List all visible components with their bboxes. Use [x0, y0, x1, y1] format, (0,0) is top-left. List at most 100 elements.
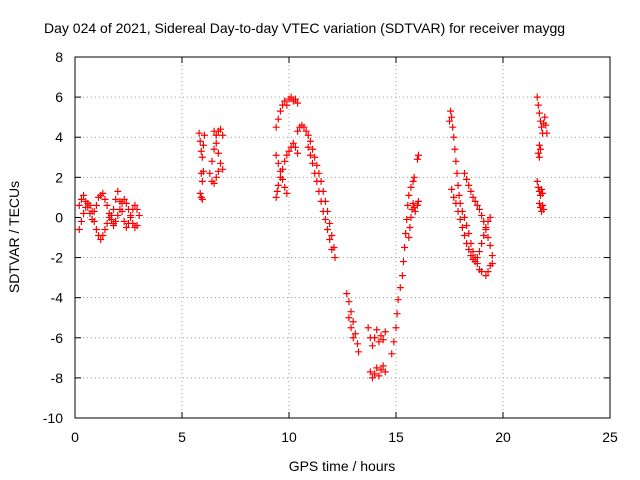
- data-point-plus-marker: [452, 157, 460, 165]
- data-point-plus-marker: [281, 183, 289, 191]
- data-point-plus-marker: [478, 240, 486, 248]
- data-point-plus-marker: [452, 199, 460, 207]
- data-point-plus-marker: [407, 183, 415, 191]
- data-point-plus-marker: [467, 252, 475, 260]
- data-point-plus-marker: [272, 193, 280, 201]
- data-point-plus-marker: [272, 123, 280, 131]
- data-point-plus-marker: [112, 195, 120, 203]
- data-point-plus-marker: [324, 225, 332, 233]
- data-point-plus-marker: [375, 372, 383, 380]
- data-point-plus-marker: [401, 244, 409, 252]
- data-point-plus-marker: [404, 201, 412, 209]
- data-point-plus-marker: [198, 153, 206, 161]
- data-point-plus-marker: [306, 137, 314, 145]
- data-point-plus-marker: [364, 324, 372, 332]
- data-point-plus-marker: [107, 211, 115, 219]
- data-point-plus-marker: [212, 139, 220, 147]
- data-points: [75, 93, 551, 382]
- data-point-plus-marker: [281, 97, 289, 105]
- data-point-plus-marker: [480, 231, 488, 239]
- data-point-plus-marker: [345, 298, 353, 306]
- data-point-plus-marker: [403, 215, 411, 223]
- data-point-plus-marker: [375, 338, 383, 346]
- axis-ticks: 0 5 10 15 20 25 -10 -8 -6 -4 -2 0 2 4 6 8: [43, 49, 618, 445]
- data-point-plus-marker: [409, 177, 417, 185]
- data-point-plus-marker: [535, 141, 543, 149]
- data-point-plus-marker: [313, 177, 321, 185]
- x-tick-label: 5: [178, 429, 186, 445]
- data-point-plus-marker: [306, 151, 314, 159]
- data-point-plus-marker: [133, 221, 141, 229]
- y-tick-label: -4: [51, 290, 64, 306]
- data-point-plus-marker: [447, 107, 455, 115]
- data-point-plus-marker: [475, 205, 483, 213]
- data-point-plus-marker: [409, 199, 417, 207]
- data-point-plus-marker: [377, 332, 385, 340]
- data-point-plus-marker: [285, 147, 293, 155]
- data-point-plus-marker: [197, 147, 205, 155]
- data-point-plus-marker: [406, 223, 414, 231]
- data-point-plus-marker: [304, 131, 312, 139]
- data-point-plus-marker: [97, 236, 105, 244]
- data-point-plus-marker: [484, 268, 492, 276]
- data-point-plus-marker: [274, 181, 282, 189]
- plot-frame: [74, 56, 611, 419]
- data-point-plus-marker: [328, 231, 336, 239]
- data-point-plus-marker: [450, 193, 458, 201]
- data-point-plus-marker: [473, 201, 481, 209]
- data-point-plus-marker: [388, 350, 396, 358]
- data-point-plus-marker: [116, 205, 124, 213]
- data-point-plus-marker: [294, 99, 302, 107]
- data-point-plus-marker: [328, 246, 336, 254]
- data-point-plus-marker: [129, 219, 137, 227]
- data-point-plus-marker: [351, 330, 359, 338]
- data-point-plus-marker: [90, 217, 98, 225]
- data-point-plus-marker: [373, 364, 381, 372]
- data-point-plus-marker: [451, 145, 459, 153]
- data-point-plus-marker: [347, 324, 355, 332]
- data-point-plus-marker: [475, 248, 483, 256]
- data-point-plus-marker: [114, 187, 122, 195]
- data-point-plus-marker: [210, 179, 218, 187]
- data-point-plus-marker: [368, 342, 376, 350]
- data-point-plus-marker: [410, 173, 418, 181]
- data-point-plus-marker: [465, 229, 473, 237]
- data-point-plus-marker: [538, 185, 546, 193]
- data-point-plus-marker: [289, 139, 297, 147]
- data-point-plus-marker: [274, 159, 282, 167]
- data-point-plus-marker: [309, 159, 317, 167]
- data-point-plus-marker: [536, 145, 544, 153]
- data-point-plus-marker: [326, 236, 334, 244]
- grid: [75, 57, 610, 418]
- data-point-plus-marker: [103, 201, 111, 209]
- data-point-plus-marker: [478, 211, 486, 219]
- data-point-plus-marker: [407, 213, 415, 221]
- data-point-plus-marker: [533, 177, 541, 185]
- data-point-plus-marker: [92, 201, 100, 209]
- data-point-plus-marker: [77, 217, 85, 225]
- data-point-plus-marker: [398, 272, 406, 280]
- data-point-plus-marker: [273, 187, 281, 195]
- data-point-plus-marker: [86, 201, 94, 209]
- data-point-plus-marker: [448, 113, 456, 121]
- data-point-plus-marker: [414, 197, 422, 205]
- data-point-plus-marker: [103, 219, 111, 227]
- data-point-plus-marker: [219, 165, 227, 173]
- data-point-plus-marker: [198, 177, 206, 185]
- data-point-plus-marker: [411, 207, 419, 215]
- data-point-plus-marker: [543, 129, 551, 137]
- data-point-plus-marker: [465, 181, 473, 189]
- data-point-plus-marker: [92, 225, 100, 233]
- data-point-plus-marker: [467, 187, 475, 195]
- data-point-plus-marker: [110, 221, 118, 229]
- data-point-plus-marker: [371, 370, 379, 378]
- data-point-plus-marker: [82, 203, 90, 211]
- y-tick-label: 2: [55, 169, 63, 185]
- data-point-plus-marker: [379, 362, 387, 370]
- data-point-plus-marker: [196, 137, 204, 145]
- data-point-plus-marker: [454, 207, 462, 215]
- data-point-plus-marker: [368, 374, 376, 382]
- data-point-plus-marker: [291, 143, 299, 151]
- data-point-plus-marker: [208, 157, 216, 165]
- data-point-plus-marker: [405, 191, 413, 199]
